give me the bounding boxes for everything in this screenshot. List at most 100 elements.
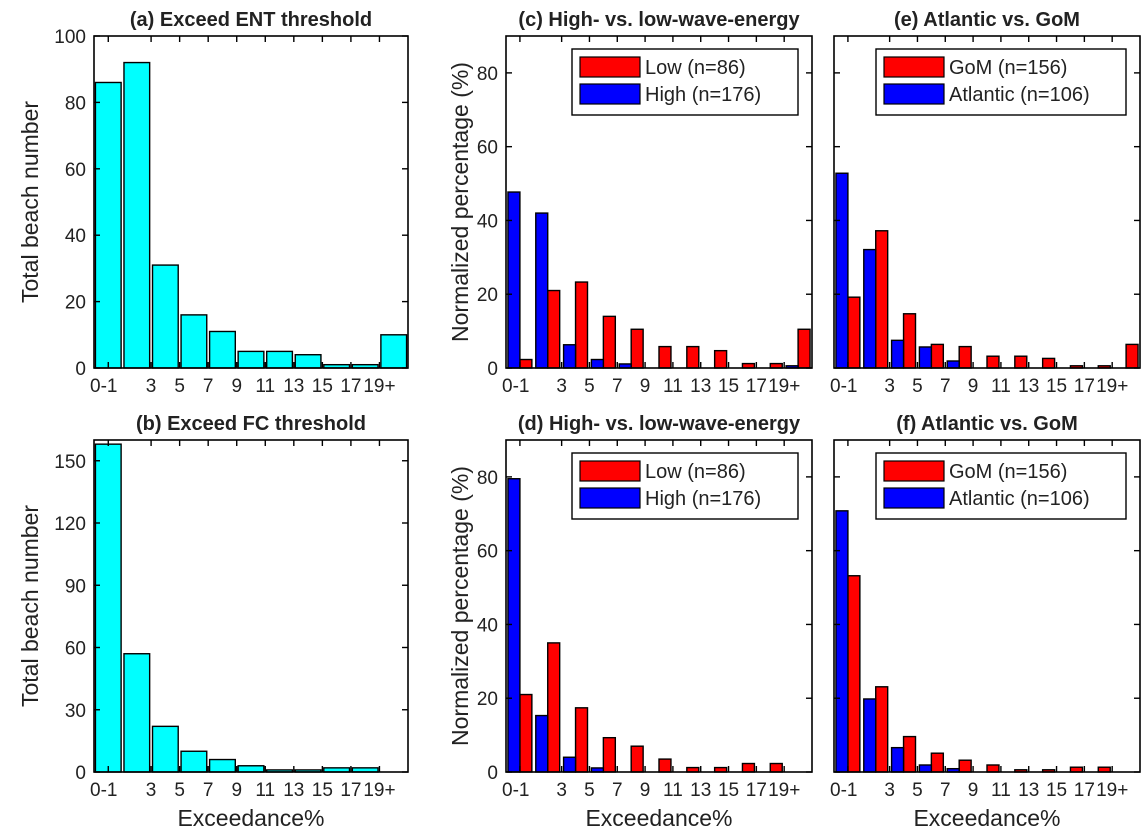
y-tick-label: 0 bbox=[75, 359, 86, 380]
bar bbox=[1041, 357, 1056, 369]
x-tick-label: 5 bbox=[174, 376, 185, 397]
bar bbox=[658, 758, 672, 773]
x-tick-label: 7 bbox=[203, 376, 214, 397]
y-tick-label: 40 bbox=[477, 615, 498, 636]
x-tick-label: 9 bbox=[231, 780, 242, 801]
bar bbox=[713, 349, 728, 369]
x-tick-label: 11 bbox=[991, 376, 1011, 397]
bar bbox=[507, 191, 521, 369]
x-tick-label: 7 bbox=[612, 376, 623, 397]
panel-title: (e) Atlantic vs. GoM bbox=[894, 9, 1080, 31]
legend-swatch bbox=[579, 56, 641, 78]
x-tick-label: 3 bbox=[556, 780, 567, 801]
x-axis-label: Exceedance% bbox=[585, 805, 732, 831]
x-tick-label: 0-1 bbox=[502, 376, 529, 397]
x-tick-label: 17 bbox=[340, 376, 361, 397]
bar bbox=[294, 354, 322, 369]
x-tick-label: 15 bbox=[718, 376, 739, 397]
x-tick-label: 5 bbox=[584, 780, 595, 801]
bar bbox=[602, 315, 617, 369]
bar bbox=[986, 355, 1000, 369]
bar bbox=[902, 313, 917, 369]
x-tick-label: 17 bbox=[746, 780, 767, 801]
x-tick-label: 3 bbox=[884, 376, 895, 397]
x-tick-label: 0-1 bbox=[90, 376, 117, 397]
x-tick-label: 19+ bbox=[1096, 780, 1128, 801]
legend: Low (n=86) High (n=176) bbox=[571, 452, 799, 520]
bar bbox=[519, 693, 533, 773]
x-tick-label: 13 bbox=[690, 376, 711, 397]
x-tick-label: 9 bbox=[968, 780, 979, 801]
bar bbox=[918, 764, 933, 773]
legend: Low (n=86) High (n=176) bbox=[571, 48, 799, 116]
bar bbox=[902, 735, 917, 773]
bar bbox=[94, 443, 122, 773]
panel-title: (c) High- vs. low-wave-energy bbox=[518, 9, 800, 31]
y-tick-label: 60 bbox=[65, 160, 86, 181]
panel-a: 0 20 40 60 80 100 0-1 3 5 7 9 11 13 15 17 19+ (a) Exceed… bbox=[17, 9, 409, 397]
bar bbox=[918, 346, 933, 369]
x-tick-label: 3 bbox=[556, 376, 567, 397]
bar bbox=[835, 172, 849, 369]
panel-title: (f) Atlantic vs. GoM bbox=[896, 413, 1077, 435]
bar bbox=[769, 762, 783, 773]
axes-frame bbox=[505, 439, 813, 773]
panel-e: 0-1 3 5 7 9 11 13 15 17 19+ (e) Atlantic vs. GoM Go… bbox=[830, 9, 1141, 397]
legend-label: Low (n=86) bbox=[645, 57, 746, 79]
x-tick-label: 5 bbox=[174, 780, 185, 801]
panel-d: 0 20 40 60 80 0-1 3 5 7 9 11 13 15 17 19+ (d) High- vs.… bbox=[447, 413, 813, 831]
bar bbox=[208, 758, 237, 773]
x-tick-label: 13 bbox=[1018, 780, 1039, 801]
bar bbox=[930, 752, 945, 773]
legend: GoM (n=156) Atlantic (n=106) bbox=[875, 452, 1127, 520]
x-tick-label: 5 bbox=[912, 376, 923, 397]
bar bbox=[380, 334, 408, 369]
y-tick-label: 0 bbox=[487, 763, 498, 784]
x-tick-label: 13 bbox=[283, 376, 304, 397]
legend-label: Low (n=86) bbox=[645, 461, 746, 483]
axes-frame bbox=[93, 35, 409, 369]
panel-title: (a) Exceed ENT threshold bbox=[130, 9, 372, 31]
x-tick-label: 0-1 bbox=[502, 780, 529, 801]
legend: GoM (n=156) Atlantic (n=106) bbox=[875, 48, 1127, 116]
bar bbox=[151, 725, 179, 773]
bar bbox=[797, 328, 811, 369]
x-tick-label: 11 bbox=[255, 376, 275, 397]
bar bbox=[547, 642, 561, 773]
bar bbox=[547, 289, 561, 369]
bar bbox=[123, 61, 151, 369]
bar bbox=[863, 248, 877, 369]
x-tick-label: 17 bbox=[340, 780, 361, 801]
x-tick-label: 9 bbox=[640, 780, 651, 801]
x-tick-label: 11 bbox=[255, 780, 275, 801]
x-tick-label: 3 bbox=[146, 376, 157, 397]
x-axis-label: Exceedance% bbox=[177, 805, 324, 831]
bar bbox=[535, 212, 549, 369]
bar bbox=[986, 764, 1000, 773]
legend-label: Atlantic (n=106) bbox=[949, 488, 1090, 510]
x-tick-label: 7 bbox=[612, 780, 623, 801]
bar bbox=[847, 296, 861, 369]
x-tick-label: 17 bbox=[1074, 780, 1095, 801]
x-tick-label: 9 bbox=[968, 376, 979, 397]
x-tick-label: 15 bbox=[1046, 376, 1067, 397]
legend-label: High (n=176) bbox=[645, 84, 761, 106]
x-tick-label: 0-1 bbox=[830, 780, 857, 801]
bar bbox=[535, 714, 549, 773]
bar bbox=[863, 698, 877, 773]
legend-label: Atlantic (n=106) bbox=[949, 84, 1090, 106]
bar bbox=[875, 230, 889, 369]
legend-label: GoM (n=156) bbox=[949, 461, 1067, 483]
bar bbox=[574, 707, 589, 773]
y-tick-label: 40 bbox=[477, 211, 498, 232]
bar bbox=[1014, 355, 1028, 369]
x-tick-label: 13 bbox=[283, 780, 304, 801]
y-tick-label: 40 bbox=[65, 226, 86, 247]
legend-swatch bbox=[579, 487, 641, 509]
x-tick-label: 3 bbox=[146, 780, 157, 801]
bar bbox=[574, 281, 589, 369]
y-tick-label: 60 bbox=[65, 639, 86, 660]
panel-title: (b) Exceed FC threshold bbox=[136, 413, 366, 435]
x-tick-label: 13 bbox=[1018, 376, 1039, 397]
x-tick-label: 11 bbox=[663, 376, 683, 397]
